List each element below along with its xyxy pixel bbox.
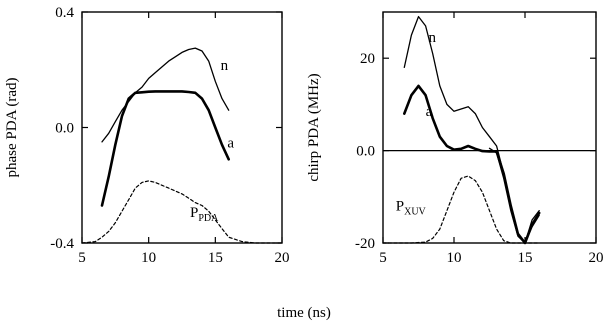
x-tick-label: 15 [208,250,223,266]
y-tick-label: 0.4 [55,5,74,21]
curve-label-subscript: XUV [404,207,426,218]
curve-label-subscript: PDA [198,213,219,224]
x-tick-label: 20 [589,250,604,266]
series-P-line [382,175,540,244]
y-tick-label: -0.4 [50,236,74,252]
series-n-line [101,47,230,143]
series-n2-line [488,147,540,244]
series-P-line [81,180,283,244]
x-tick-label: 5 [379,250,387,266]
shared-x-axis-label: time (ns) [277,305,331,321]
x-tick-label: 15 [518,250,533,266]
x-tick-label: 10 [447,250,462,266]
series-a-line [402,84,541,245]
curve-label-p: PXUV [396,199,427,218]
plot-frame [382,11,597,244]
y-tick-label: 20 [360,51,375,67]
curve-label-n: n [221,58,229,74]
x-tick-label: 10 [141,250,156,266]
y-tick-label: -20 [355,236,375,252]
y-tick-label: 0.0 [55,121,74,137]
x-tick-label: 5 [78,250,86,266]
y-axis-label: phase PDA (rad) [4,78,20,178]
x-tick-label: 20 [275,250,290,266]
curve-label-n: n [428,30,436,46]
series-a-line [100,90,230,207]
y-axis-label: chirp PDA (MHz) [306,73,322,181]
y-tick-label: 0.0 [356,144,375,160]
panel-2: 5 10 15 20 -20 0.0 20 chirp PDA (MHz) n a PXUV [306,11,604,266]
curve-label-a: a [227,136,234,152]
curve-label-a: a [426,104,433,120]
